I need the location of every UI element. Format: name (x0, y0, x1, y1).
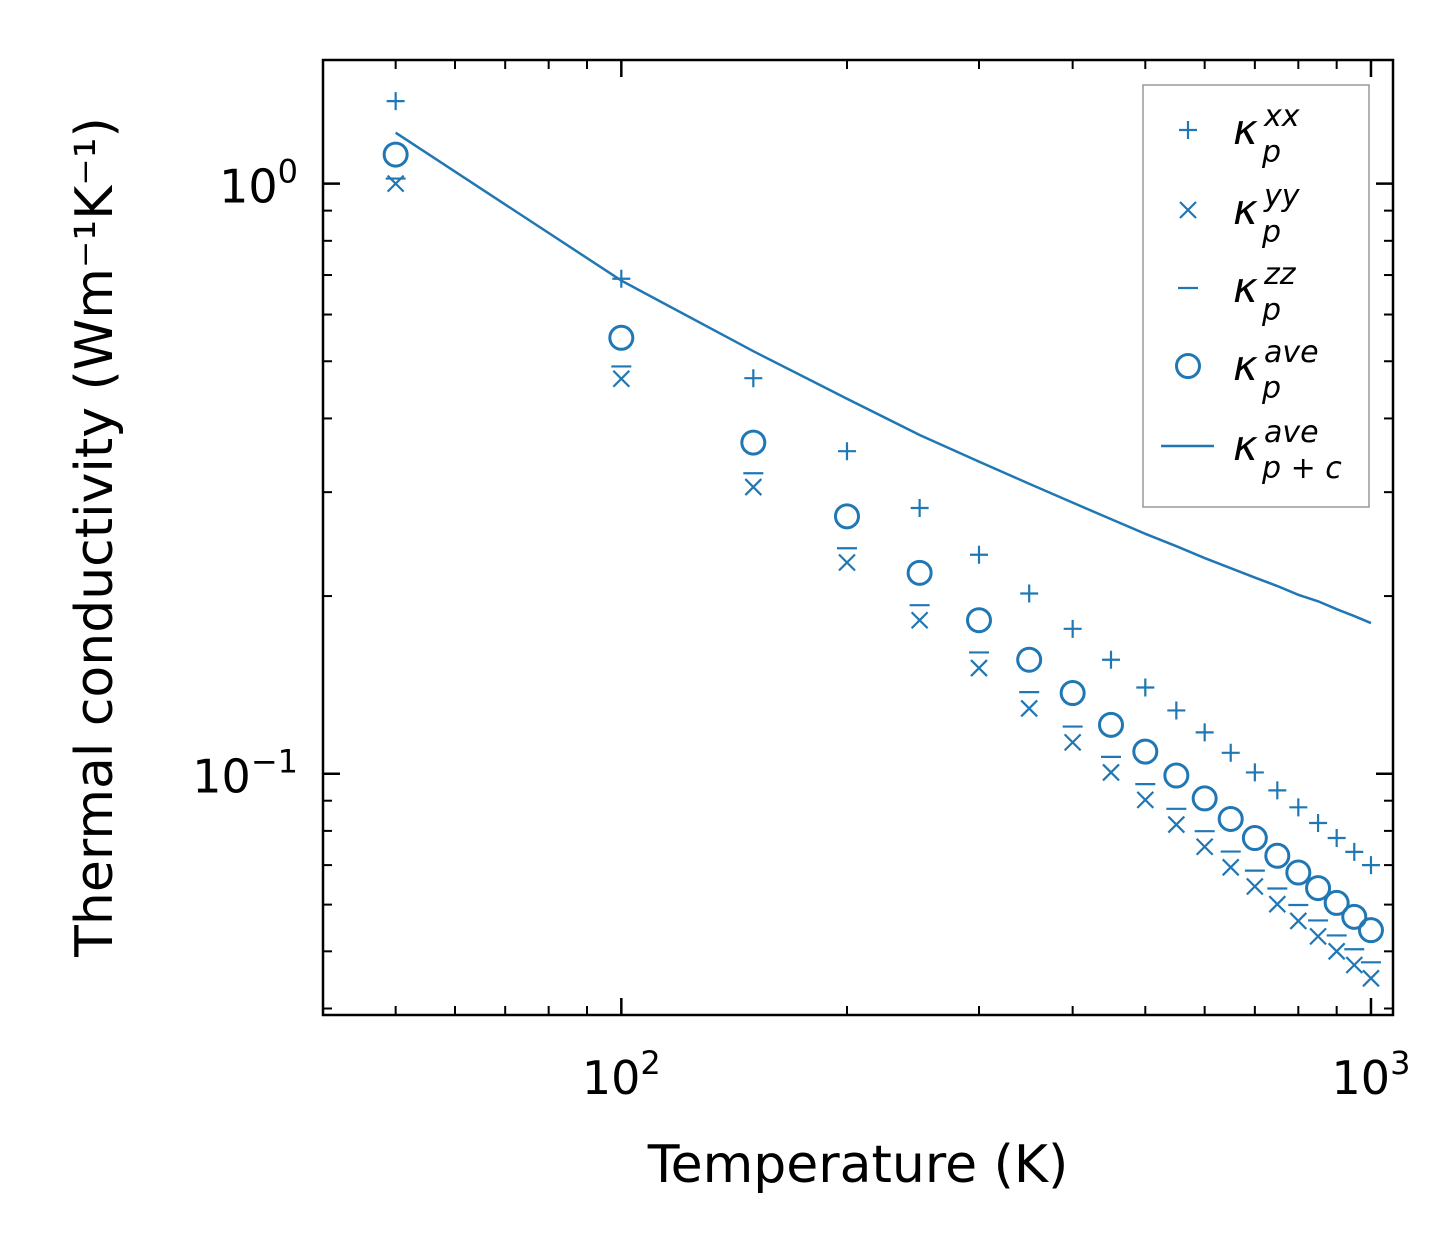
data-point-kave (906, 559, 933, 586)
legend-item-kzz: κ zz p (1178, 257, 1297, 328)
legend-label-kxx: κ xx p (1233, 99, 1300, 170)
legend-item-kxx: κ xx p (1179, 99, 1300, 170)
major-ticks (323, 60, 1393, 1015)
data-point-kave (1217, 805, 1244, 832)
data-point-kxx (1309, 813, 1328, 832)
data-point-kyy (1362, 969, 1380, 988)
data-point-kyy (1136, 791, 1155, 809)
data-point-kave (1305, 875, 1332, 902)
y-tick-label: 100 (219, 153, 298, 214)
plot-frame (321, 58, 1395, 1017)
data-series (382, 92, 1384, 988)
series-kpc (394, 131, 1372, 625)
data-point-kyy (1167, 815, 1186, 834)
legend-item-kyy: κ yy p (1179, 179, 1301, 250)
data-point-kave (608, 324, 635, 351)
data-point-kyy (744, 478, 763, 496)
data-point-kxx (910, 499, 929, 518)
series-kzz (385, 177, 1381, 964)
data-point-kxx (837, 442, 856, 461)
series-kyy (386, 174, 1380, 988)
data-point-kave (1323, 889, 1350, 916)
data-point-kyy (1063, 733, 1082, 752)
x-tick-label: 102 (582, 1044, 661, 1105)
data-point-kyy (1020, 699, 1038, 718)
data-point-kave (1341, 903, 1368, 930)
series-line-kpc (394, 131, 1372, 625)
y-tick-labels: 10−1 100 (192, 153, 298, 804)
legend-label-kpc: κ ave p + c (1233, 415, 1342, 486)
legend-marker-kave (1175, 353, 1201, 379)
data-point-kxx (1345, 842, 1364, 861)
data-point-kave (1163, 762, 1190, 789)
data-point-kave (1264, 842, 1291, 869)
data-point-kave (1357, 917, 1384, 944)
data-point-kxx (1136, 678, 1155, 697)
data-point-kyy (1195, 837, 1214, 856)
data-point-kyy (1345, 956, 1364, 974)
legend: κ xx p κ yy p κ zz p κ ave p κ ave p + c (1142, 84, 1370, 508)
data-point-kxx (612, 269, 631, 288)
data-point-kxx (1167, 701, 1186, 720)
data-point-kave (1016, 646, 1043, 673)
data-point-kyy (612, 369, 631, 388)
data-point-kxx (1195, 723, 1214, 742)
data-point-kxx (1361, 856, 1380, 875)
data-point-kxx (969, 545, 988, 564)
series-kxx (386, 92, 1380, 875)
data-point-kave (1098, 711, 1125, 738)
data-point-kyy (1102, 763, 1120, 782)
data-point-kxx (1245, 763, 1264, 782)
data-point-kyy (1268, 895, 1287, 913)
data-point-kxx (1221, 743, 1240, 762)
data-point-kave (1059, 680, 1086, 707)
data-point-kave (1132, 738, 1159, 765)
data-point-kyy (1309, 927, 1327, 946)
data-point-kyy (1289, 912, 1308, 930)
data-point-kxx (386, 92, 405, 111)
data-point-kyy (1246, 877, 1264, 896)
data-point-kxx (1020, 584, 1039, 603)
data-point-kyy (910, 611, 929, 630)
data-point-kyy (970, 659, 988, 677)
data-point-kxx (744, 369, 763, 388)
data-point-kxx (1268, 781, 1287, 800)
data-point-kave (1285, 859, 1312, 886)
data-point-kave (740, 429, 767, 456)
series-kave (382, 141, 1384, 944)
y-axis-label: Thermal conductivity (Wm⁻¹K⁻¹) (65, 117, 125, 958)
legend-item-kpc: κ ave p + c (1161, 415, 1342, 486)
legend-label-kave: κ ave p (1233, 335, 1319, 406)
minor-ticks (322, 60, 1393, 1015)
x-tick-labels: 102 103 (582, 1044, 1411, 1105)
data-point-kave (1191, 785, 1218, 812)
legend-marker-kyy (1179, 201, 1197, 219)
legend-item-kave: κ ave p (1175, 335, 1319, 406)
data-point-kyy (838, 553, 856, 572)
legend-label-kzz: κ zz p (1233, 257, 1297, 328)
x-axis-label: Temperature (K) (647, 1135, 1069, 1195)
legend-marker-kxx (1179, 121, 1197, 139)
data-point-kave (382, 141, 409, 168)
data-point-kxx (1327, 829, 1346, 848)
legend-label-kyy: κ yy p (1233, 179, 1301, 250)
data-point-kyy (1221, 858, 1240, 877)
data-point-kave (1241, 825, 1268, 852)
x-tick-label: 103 (1332, 1044, 1411, 1105)
data-point-kave (833, 503, 860, 530)
legend-frame (1142, 84, 1370, 508)
data-point-kyy (1327, 942, 1346, 961)
data-point-kxx (1289, 798, 1308, 817)
data-point-kxx (1063, 619, 1082, 638)
data-point-kyy (386, 174, 405, 193)
y-tick-label: 10−1 (192, 743, 298, 804)
data-point-kxx (1102, 650, 1120, 669)
data-point-kave (965, 607, 992, 634)
